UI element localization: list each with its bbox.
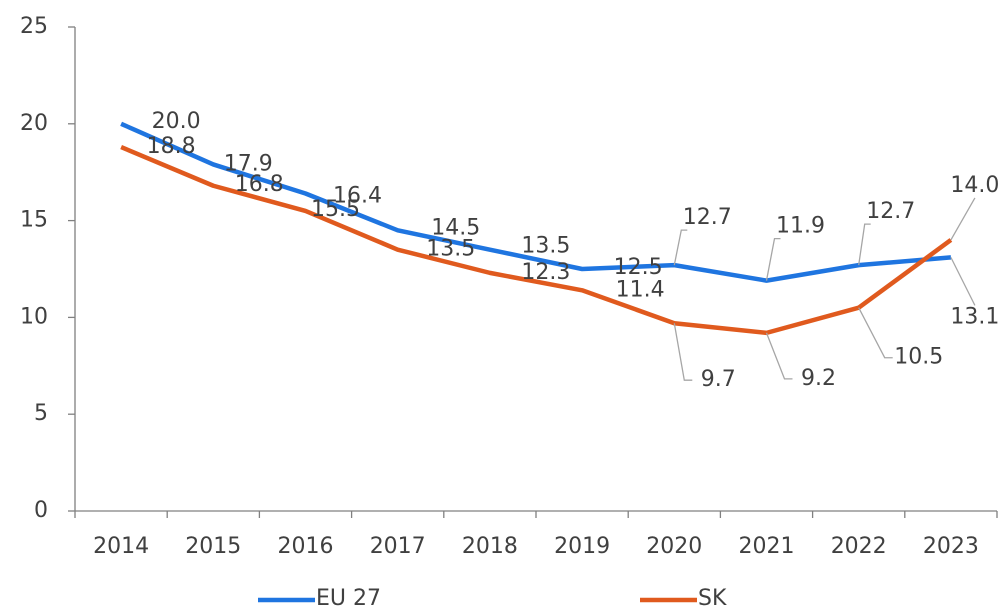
data-label: 13.5 (521, 234, 570, 259)
data-label: 13.5 (426, 237, 475, 262)
x-tick-label: 2014 (93, 534, 149, 559)
x-tick-label: 2019 (554, 534, 610, 559)
data-label: 14.5 (431, 215, 480, 240)
y-tick-label: 25 (20, 14, 48, 39)
y-tick-label: 5 (34, 401, 48, 426)
data-label: 12.7 (683, 205, 732, 230)
x-tick-label: 2017 (370, 534, 426, 559)
x-tick-label: 2022 (831, 534, 887, 559)
data-label: 18.8 (147, 134, 196, 159)
leader-line (673, 323, 693, 381)
series-line (120, 144, 953, 336)
x-tick-label: 2015 (185, 534, 241, 559)
leader-line (950, 257, 976, 306)
y-tick-label: 0 (34, 498, 48, 523)
data-label: 9.7 (701, 367, 736, 392)
data-label: 16.8 (235, 172, 284, 197)
x-tick-label: 2020 (646, 534, 702, 559)
x-tick-label: 2021 (739, 534, 795, 559)
legend-label: SK (698, 586, 727, 611)
series-line (120, 121, 952, 283)
x-tick-label: 2016 (278, 534, 334, 559)
leader-line (950, 197, 976, 241)
legend-label: EU 27 (316, 586, 381, 611)
y-tick-label: 15 (20, 208, 48, 233)
data-label: 12.5 (614, 255, 663, 280)
x-tick-label: 2018 (462, 534, 518, 559)
data-label: 12.7 (866, 199, 915, 224)
data-label: 12.3 (521, 260, 570, 285)
data-label: 15.5 (311, 197, 360, 222)
leader-line (765, 332, 793, 380)
leader-line (858, 223, 871, 266)
data-label: 9.2 (801, 366, 836, 391)
data-label: 11.4 (616, 277, 665, 302)
leader-line (765, 237, 781, 281)
y-tick-label: 20 (20, 111, 48, 136)
data-label: 20.0 (152, 109, 201, 134)
x-tick-label: 2023 (923, 534, 979, 559)
leader-line (858, 307, 893, 359)
data-label: 13.1 (950, 304, 999, 329)
y-tick-label: 10 (20, 304, 48, 329)
leader-line (673, 229, 688, 266)
data-label: 11.9 (776, 214, 825, 239)
data-label: 14.0 (950, 173, 999, 198)
data-label: 16.4 (333, 183, 382, 208)
data-label: 10.5 (894, 345, 943, 370)
data-label: 17.9 (224, 151, 273, 176)
